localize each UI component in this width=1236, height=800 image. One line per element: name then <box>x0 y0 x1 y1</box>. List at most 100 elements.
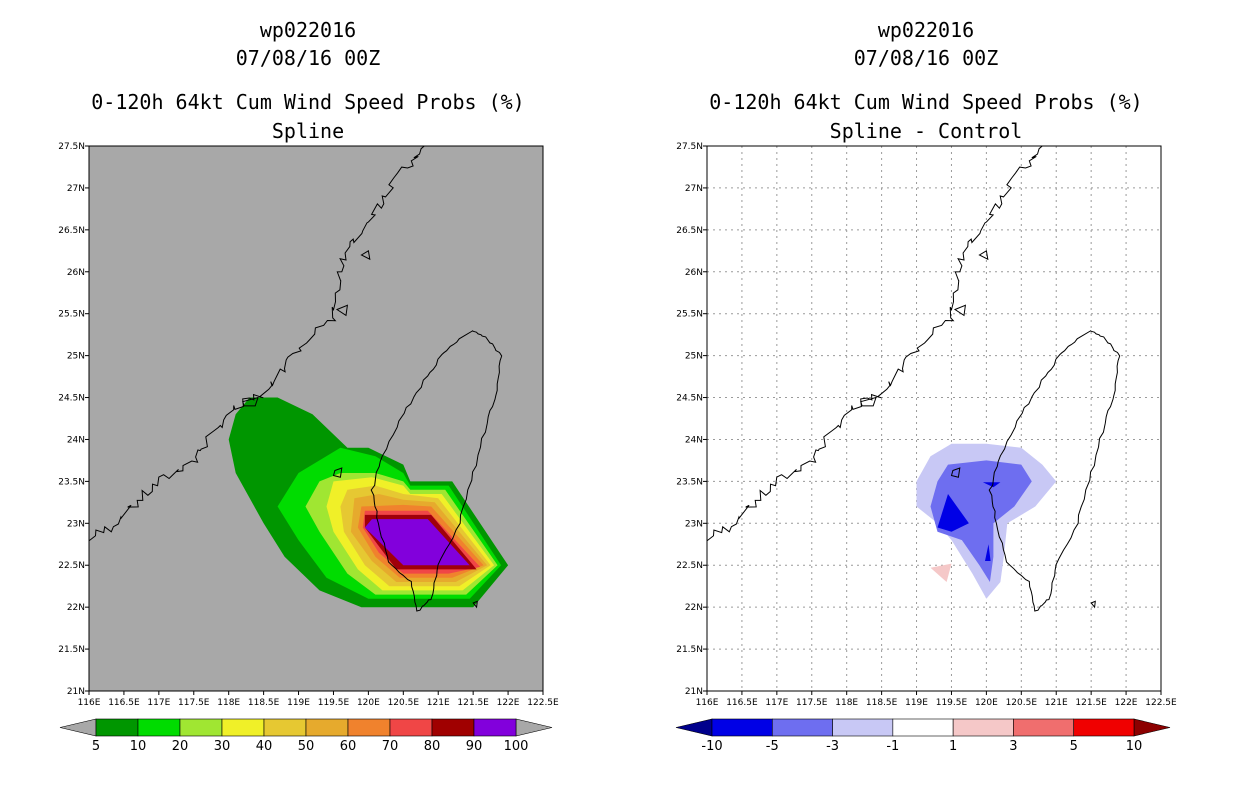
coastline-mainland <box>707 146 1043 542</box>
map-frame <box>88 145 544 692</box>
x-tick-label: 121.5E <box>1075 698 1107 708</box>
y-tick-label: 21N <box>685 687 703 697</box>
coastline-island <box>242 396 259 407</box>
coastline-island <box>335 304 349 317</box>
x-tick-label: 118E <box>217 698 240 708</box>
x-tick-label: 116E <box>78 698 101 708</box>
colorbar-swatch <box>771 718 833 737</box>
left-title-datetime: 07/08/16 00Z <box>235 46 381 70</box>
right-title-storm-id: wp022016 <box>877 18 975 42</box>
right-map-panel: 116E 116.5E 117E 117.5E 118E 118.5E 119E 119.5E… <box>676 142 1177 708</box>
y-tick-label: 25.5N <box>58 310 85 320</box>
x-tick-label: 116.5E <box>726 698 758 708</box>
y-tick-label: 24.5N <box>58 394 85 404</box>
right-title-panel: Spline - Control <box>829 119 1023 143</box>
colorbar-under-triangle <box>675 718 713 737</box>
contour-fill-minus5 <box>937 494 969 532</box>
left-title-storm-id: wp022016 <box>259 18 357 42</box>
coastline-taiwan <box>370 330 503 612</box>
coastline-island <box>950 467 961 478</box>
coastline-island <box>360 249 371 261</box>
y-tick-label: 24.5N <box>676 394 703 404</box>
right-title-product: 0-120h 64kt Cum Wind Speed Probs (%) <box>709 90 1143 114</box>
y-tick-label: 22.5N <box>58 561 85 571</box>
colorbar-swatch <box>347 718 391 737</box>
x-tick-label: 118.5E <box>248 698 280 708</box>
y-tick-label: 22N <box>685 603 703 613</box>
y-tick-label: 21.5N <box>676 645 703 655</box>
x-tick-label: 116E <box>696 698 719 708</box>
y-tick-label: 25.5N <box>676 310 703 320</box>
colorbar-swatch <box>305 718 349 737</box>
colorbar-swatch <box>389 718 433 737</box>
contour-fill-minus5 <box>982 482 1001 488</box>
map-data-layer <box>707 146 1161 691</box>
colorbar-swatch <box>892 718 954 737</box>
left-colorbar: 5 10 20 30 40 50 60 70 80 90 100 <box>59 718 553 754</box>
x-tick-label: 119E <box>905 698 928 708</box>
colorbar-over-triangle <box>1133 718 1171 737</box>
coastline-island <box>978 249 989 261</box>
colorbar-label: 100 <box>504 739 529 754</box>
x-tick-label: 119.5E <box>936 698 968 708</box>
y-tick-label: 24N <box>67 435 85 445</box>
colorbar-label: -1 <box>886 739 899 754</box>
contour-fill-minus3 <box>930 460 1032 582</box>
colorbar-swatch <box>431 718 475 737</box>
left-title-product: 0-120h 64kt Cum Wind Speed Probs (%) <box>91 90 525 114</box>
x-tick-label: 120.5E <box>388 698 420 708</box>
colorbar-swatch <box>473 718 517 737</box>
x-tick-label: 122.5E <box>1145 698 1177 708</box>
colorbar-label: 20 <box>172 739 189 754</box>
x-tick-label: 116.5E <box>108 698 140 708</box>
x-tick-label: 121E <box>1045 698 1068 708</box>
colorbar-swatch <box>179 718 223 737</box>
coastline-island <box>1090 600 1096 609</box>
x-tick-label: 119E <box>287 698 310 708</box>
colorbar-swatch <box>1013 718 1075 737</box>
coastline-island <box>332 467 343 478</box>
colorbar-label: -3 <box>826 739 839 754</box>
coastline-taiwan <box>988 330 1121 612</box>
colorbar-label: 80 <box>424 739 441 754</box>
x-tick-label: 121.5E <box>457 698 489 708</box>
colorbar-under-triangle <box>59 718 97 737</box>
x-tick-label: 120.5E <box>1006 698 1038 708</box>
colorbar-label: 40 <box>256 739 273 754</box>
colorbar-label: 5 <box>92 739 100 754</box>
colorbar-label: 60 <box>340 739 357 754</box>
y-tick-label: 23N <box>685 519 703 529</box>
y-tick-label: 23.5N <box>676 477 703 487</box>
y-tick-label: 25N <box>685 352 703 362</box>
x-tick-label: 118E <box>835 698 858 708</box>
colorbar-label: -10 <box>701 739 722 754</box>
y-tick-label: 27N <box>67 184 85 194</box>
colorbar-swatch <box>1073 718 1135 737</box>
colorbar-label: 10 <box>1126 739 1143 754</box>
x-tick-label: 121E <box>427 698 450 708</box>
map-data-layer <box>89 146 509 612</box>
coastline-island <box>860 396 877 407</box>
colorbar-swatch <box>711 718 773 737</box>
colorbar-swatch <box>221 718 265 737</box>
y-tick-label: 26N <box>685 268 703 278</box>
colorbar-over-triangle <box>515 718 553 737</box>
colorbar-swatch <box>832 718 894 737</box>
colorbar-label: 50 <box>298 739 315 754</box>
colorbar-label: 1 <box>949 739 957 754</box>
x-tick-label: 117E <box>765 698 788 708</box>
map-frame <box>706 145 1162 692</box>
left-title-panel: Spline <box>271 119 345 143</box>
colorbar-label: 10 <box>130 739 147 754</box>
y-tick-label: 23.5N <box>58 477 85 487</box>
coastline-island <box>472 600 478 609</box>
colorbar-label: 90 <box>466 739 483 754</box>
x-tick-label: 117E <box>147 698 170 708</box>
y-tick-label: 22.5N <box>676 561 703 571</box>
colorbar-label: 3 <box>1009 739 1017 754</box>
contour-fill-minus5 <box>985 544 991 561</box>
x-tick-label: 120E <box>357 698 380 708</box>
y-tick-label: 26.5N <box>676 226 703 236</box>
contour-fill-1 <box>930 563 952 582</box>
